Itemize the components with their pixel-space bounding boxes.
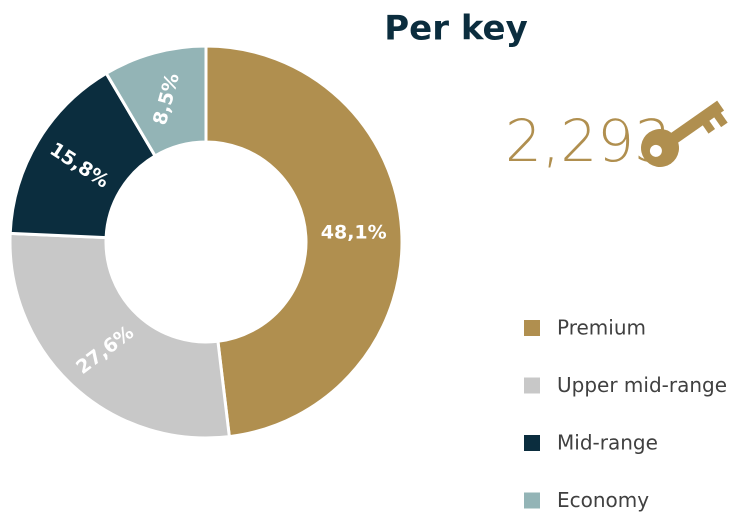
legend-swatch	[524, 435, 540, 451]
donut: 48,1%27,6%15,8%8,5%	[8, 44, 404, 440]
slice-label: 48,1%	[321, 222, 387, 244]
legend-swatch	[524, 320, 540, 336]
legend-swatch	[524, 377, 540, 394]
slice	[8, 231, 232, 440]
legend-label: Economy	[557, 488, 649, 512]
legend-label: Upper mid-range	[557, 373, 727, 397]
slice	[204, 44, 404, 439]
legend-label: Premium	[557, 316, 646, 340]
legend: Premium Upper mid-range Mid-range Economy	[524, 316, 727, 512]
slice	[104, 44, 208, 158]
chart-title: Per key	[384, 9, 528, 49]
legend-swatch	[524, 492, 540, 509]
key-icon	[641, 100, 728, 167]
slice	[8, 71, 158, 240]
legend-label: Mid-range	[557, 431, 658, 455]
